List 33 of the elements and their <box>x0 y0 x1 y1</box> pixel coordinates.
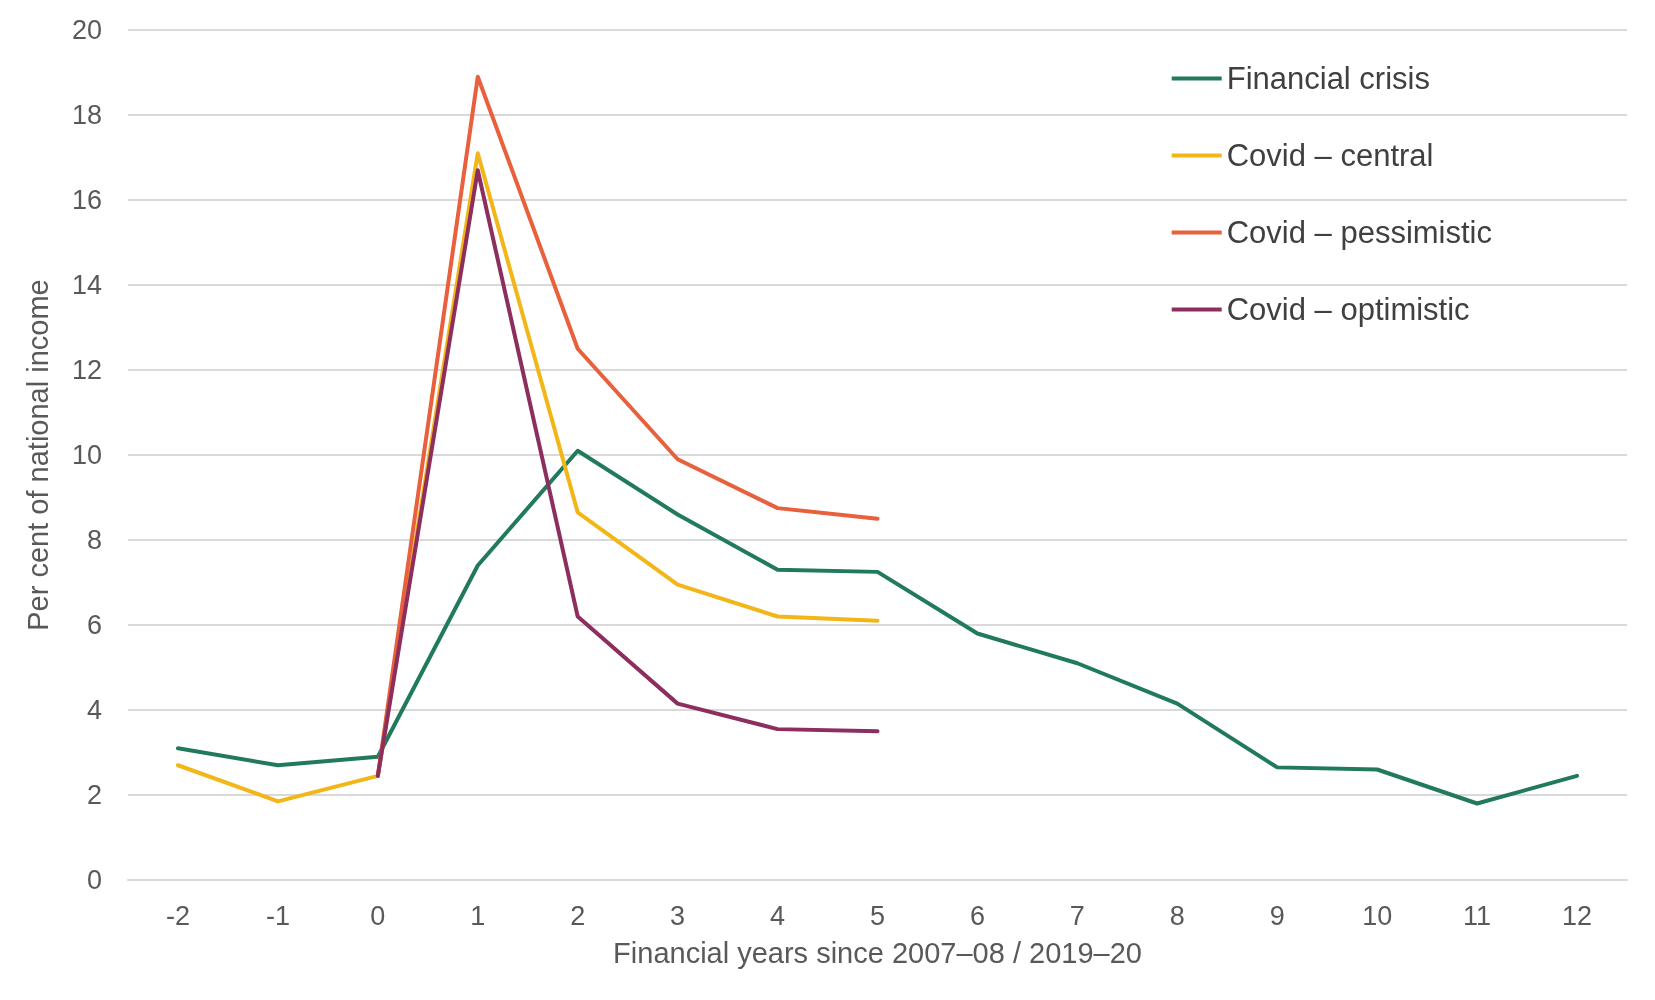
x-tick-label: 12 <box>1562 900 1593 931</box>
x-tick-label: 1 <box>470 900 486 931</box>
y-tick-label: 16 <box>71 185 102 215</box>
y-tick-label: 0 <box>86 865 102 895</box>
x-tick-label: 4 <box>770 900 786 931</box>
y-tick-label: 6 <box>86 610 102 640</box>
y-tick-label: 4 <box>86 695 102 725</box>
legend-label: Covid – optimistic <box>1226 292 1470 327</box>
legend-label: Covid – central <box>1226 138 1434 173</box>
line-series <box>175 448 1580 806</box>
legend-label: Covid – pessimistic <box>1226 215 1493 250</box>
x-axis-title: Financial years since 2007–08 / 2019–20 <box>613 936 1142 969</box>
x-tick-label: 11 <box>1463 900 1492 931</box>
y-tick-label: 14 <box>71 270 102 300</box>
y-axis-title: Per cent of national income <box>21 279 54 631</box>
y-tick-label: 12 <box>71 355 102 385</box>
x-tick-label: 9 <box>1269 900 1285 931</box>
y-tick-label: 2 <box>86 780 102 810</box>
x-tick-label: 2 <box>570 900 586 931</box>
x-tick-label: 0 <box>370 900 386 931</box>
y-tick-label: 8 <box>86 525 102 555</box>
x-tick-label: 3 <box>670 900 686 931</box>
x-tick-label: 8 <box>1169 900 1185 931</box>
y-tick-label: 18 <box>71 100 102 130</box>
y-tick-label: 20 <box>71 15 102 45</box>
legend-label: Financial crisis <box>1226 61 1430 96</box>
x-tick-label: -2 <box>165 900 190 931</box>
x-tick-label: 10 <box>1362 900 1393 931</box>
x-tick-label: 5 <box>869 900 886 931</box>
x-tick-label: 6 <box>969 900 985 931</box>
x-tick-label: 7 <box>1069 900 1085 931</box>
x-tick-label: -1 <box>265 900 290 931</box>
y-tick-label: 10 <box>71 440 102 470</box>
